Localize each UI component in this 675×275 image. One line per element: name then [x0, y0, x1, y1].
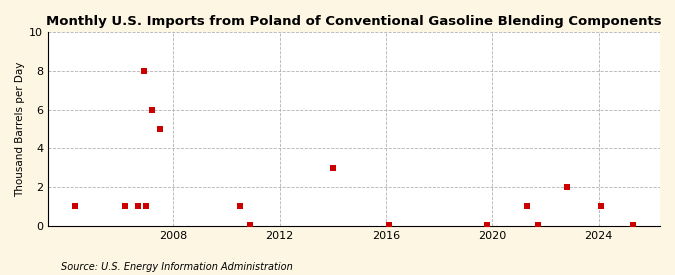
Y-axis label: Thousand Barrels per Day: Thousand Barrels per Day	[15, 61, 25, 197]
Point	[383, 222, 394, 227]
Point	[532, 222, 543, 227]
Point	[133, 204, 144, 209]
Point	[596, 204, 607, 209]
Text: Source: U.S. Energy Information Administration: Source: U.S. Energy Information Administ…	[61, 262, 292, 272]
Title: Monthly U.S. Imports from Poland of Conventional Gasoline Blending Components: Monthly U.S. Imports from Poland of Conv…	[46, 15, 661, 28]
Point	[522, 204, 533, 209]
Point	[245, 222, 256, 227]
Point	[628, 222, 639, 227]
Point	[138, 68, 149, 73]
Point	[562, 185, 572, 189]
Point	[146, 107, 157, 112]
Point	[70, 204, 80, 209]
Point	[155, 127, 165, 131]
Point	[119, 204, 130, 209]
Point	[234, 204, 245, 209]
Point	[482, 222, 493, 227]
Point	[327, 166, 338, 170]
Point	[141, 204, 152, 209]
